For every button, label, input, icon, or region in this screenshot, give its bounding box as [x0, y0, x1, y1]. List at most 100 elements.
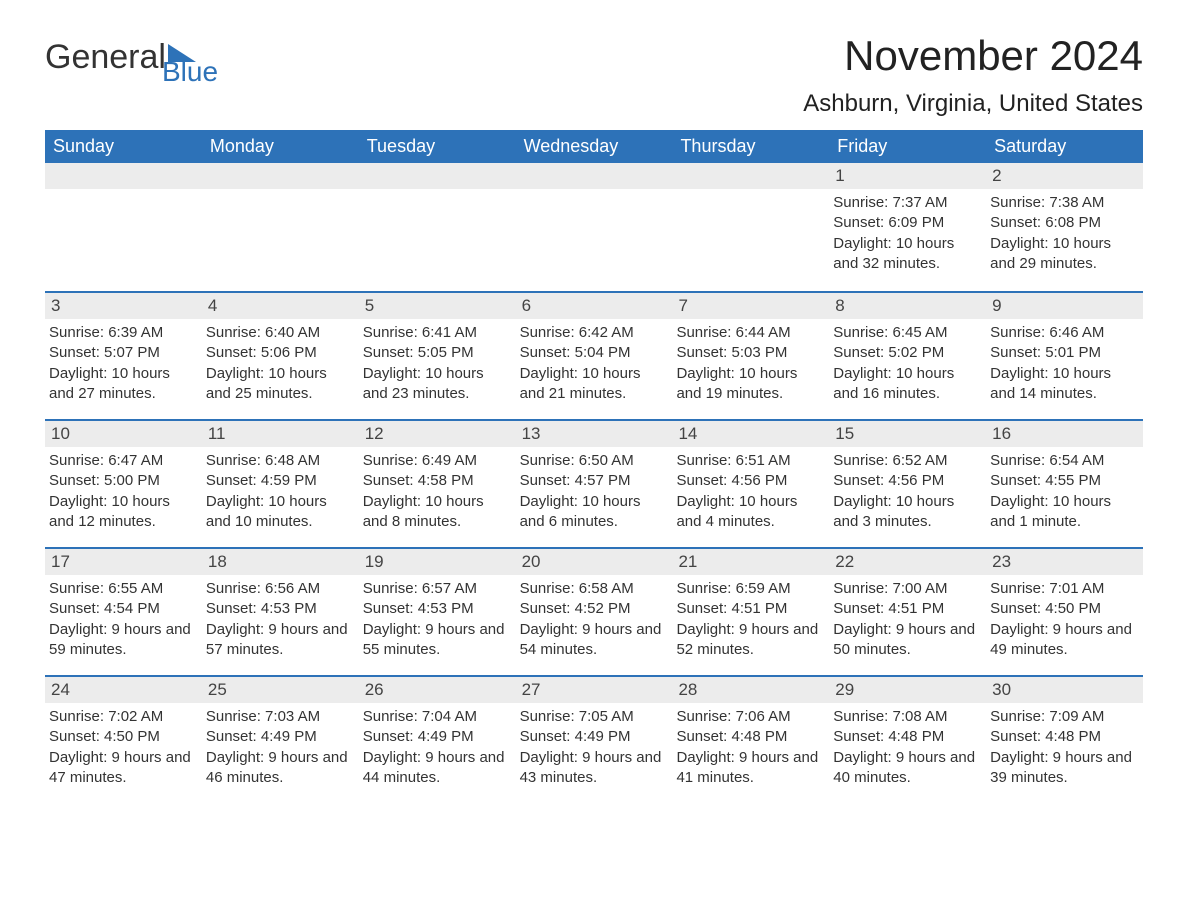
day-cell: 20Sunrise: 6:58 AMSunset: 4:52 PMDayligh…	[516, 549, 673, 675]
sunrise-text: Sunrise: 6:44 AM	[676, 323, 825, 343]
weekday-header: Monday	[202, 130, 359, 163]
sunset-text: Sunset: 6:08 PM	[990, 213, 1139, 233]
weekday-header-row: SundayMondayTuesdayWednesdayThursdayFrid…	[45, 130, 1143, 163]
daylight-text: Daylight: 10 hours and 16 minutes.	[833, 364, 982, 405]
day-body: Sunrise: 6:48 AMSunset: 4:59 PMDaylight:…	[202, 447, 359, 540]
weekday-header: Friday	[829, 130, 986, 163]
day-number: 17	[45, 549, 202, 575]
day-number: 25	[202, 677, 359, 703]
daylight-text: Daylight: 9 hours and 47 minutes.	[49, 748, 198, 789]
daylight-text: Daylight: 9 hours and 55 minutes.	[363, 620, 512, 661]
day-cell: 2Sunrise: 7:38 AMSunset: 6:08 PMDaylight…	[986, 163, 1143, 291]
weekday-header: Saturday	[986, 130, 1143, 163]
day-cell: 1Sunrise: 7:37 AMSunset: 6:09 PMDaylight…	[829, 163, 986, 291]
sunrise-text: Sunrise: 7:08 AM	[833, 707, 982, 727]
day-number	[45, 163, 202, 189]
day-cell: 29Sunrise: 7:08 AMSunset: 4:48 PMDayligh…	[829, 677, 986, 803]
daylight-text: Daylight: 9 hours and 44 minutes.	[363, 748, 512, 789]
day-body: Sunrise: 6:56 AMSunset: 4:53 PMDaylight:…	[202, 575, 359, 668]
day-body: Sunrise: 6:52 AMSunset: 4:56 PMDaylight:…	[829, 447, 986, 540]
daylight-text: Daylight: 9 hours and 43 minutes.	[520, 748, 669, 789]
day-number: 8	[829, 293, 986, 319]
day-cell: 17Sunrise: 6:55 AMSunset: 4:54 PMDayligh…	[45, 549, 202, 675]
sunrise-text: Sunrise: 6:40 AM	[206, 323, 355, 343]
day-number	[202, 163, 359, 189]
sunrise-text: Sunrise: 6:46 AM	[990, 323, 1139, 343]
day-body: Sunrise: 7:05 AMSunset: 4:49 PMDaylight:…	[516, 703, 673, 796]
day-number: 24	[45, 677, 202, 703]
brand-part2: Blue	[162, 56, 218, 88]
day-number: 11	[202, 421, 359, 447]
day-body: Sunrise: 6:54 AMSunset: 4:55 PMDaylight:…	[986, 447, 1143, 540]
sunset-text: Sunset: 4:53 PM	[206, 599, 355, 619]
sunset-text: Sunset: 4:52 PM	[520, 599, 669, 619]
day-body: Sunrise: 7:38 AMSunset: 6:08 PMDaylight:…	[986, 189, 1143, 282]
sunset-text: Sunset: 6:09 PM	[833, 213, 982, 233]
day-cell: 25Sunrise: 7:03 AMSunset: 4:49 PMDayligh…	[202, 677, 359, 803]
daylight-text: Daylight: 10 hours and 10 minutes.	[206, 492, 355, 533]
daylight-text: Daylight: 10 hours and 19 minutes.	[676, 364, 825, 405]
day-body: Sunrise: 7:03 AMSunset: 4:49 PMDaylight:…	[202, 703, 359, 796]
day-number: 19	[359, 549, 516, 575]
sunrise-text: Sunrise: 6:45 AM	[833, 323, 982, 343]
daylight-text: Daylight: 9 hours and 59 minutes.	[49, 620, 198, 661]
sunset-text: Sunset: 5:07 PM	[49, 343, 198, 363]
day-number: 9	[986, 293, 1143, 319]
daylight-text: Daylight: 10 hours and 4 minutes.	[676, 492, 825, 533]
day-cell: 26Sunrise: 7:04 AMSunset: 4:49 PMDayligh…	[359, 677, 516, 803]
day-cell: 3Sunrise: 6:39 AMSunset: 5:07 PMDaylight…	[45, 293, 202, 419]
day-number: 3	[45, 293, 202, 319]
weekday-header: Thursday	[672, 130, 829, 163]
day-body	[672, 189, 829, 201]
sunrise-text: Sunrise: 6:57 AM	[363, 579, 512, 599]
day-cell	[672, 163, 829, 291]
day-cell	[202, 163, 359, 291]
day-body: Sunrise: 6:57 AMSunset: 4:53 PMDaylight:…	[359, 575, 516, 668]
day-number: 10	[45, 421, 202, 447]
daylight-text: Daylight: 10 hours and 3 minutes.	[833, 492, 982, 533]
sunset-text: Sunset: 4:56 PM	[676, 471, 825, 491]
day-number: 23	[986, 549, 1143, 575]
sunset-text: Sunset: 5:04 PM	[520, 343, 669, 363]
day-body: Sunrise: 6:46 AMSunset: 5:01 PMDaylight:…	[986, 319, 1143, 412]
day-number: 13	[516, 421, 673, 447]
day-body: Sunrise: 7:08 AMSunset: 4:48 PMDaylight:…	[829, 703, 986, 796]
day-cell: 16Sunrise: 6:54 AMSunset: 4:55 PMDayligh…	[986, 421, 1143, 547]
week-row: 10Sunrise: 6:47 AMSunset: 5:00 PMDayligh…	[45, 419, 1143, 547]
sunrise-text: Sunrise: 7:02 AM	[49, 707, 198, 727]
day-cell: 30Sunrise: 7:09 AMSunset: 4:48 PMDayligh…	[986, 677, 1143, 803]
brand-logo: General Blue	[45, 38, 254, 77]
sunrise-text: Sunrise: 6:41 AM	[363, 323, 512, 343]
day-number: 22	[829, 549, 986, 575]
day-cell: 19Sunrise: 6:57 AMSunset: 4:53 PMDayligh…	[359, 549, 516, 675]
sunrise-text: Sunrise: 7:04 AM	[363, 707, 512, 727]
day-body	[359, 189, 516, 201]
weeks-container: 1Sunrise: 7:37 AMSunset: 6:09 PMDaylight…	[45, 163, 1143, 803]
header: General Blue November 2024 Ashburn, Virg…	[45, 20, 1143, 118]
sunrise-text: Sunrise: 7:00 AM	[833, 579, 982, 599]
daylight-text: Daylight: 10 hours and 6 minutes.	[520, 492, 669, 533]
day-cell: 27Sunrise: 7:05 AMSunset: 4:49 PMDayligh…	[516, 677, 673, 803]
day-body: Sunrise: 6:55 AMSunset: 4:54 PMDaylight:…	[45, 575, 202, 668]
day-number: 30	[986, 677, 1143, 703]
sunset-text: Sunset: 4:54 PM	[49, 599, 198, 619]
day-number	[672, 163, 829, 189]
day-number: 28	[672, 677, 829, 703]
title-block: November 2024 Ashburn, Virginia, United …	[803, 20, 1143, 118]
sunset-text: Sunset: 5:02 PM	[833, 343, 982, 363]
day-number: 29	[829, 677, 986, 703]
sunset-text: Sunset: 4:56 PM	[833, 471, 982, 491]
day-number	[359, 163, 516, 189]
day-body: Sunrise: 7:00 AMSunset: 4:51 PMDaylight:…	[829, 575, 986, 668]
daylight-text: Daylight: 10 hours and 12 minutes.	[49, 492, 198, 533]
day-cell: 23Sunrise: 7:01 AMSunset: 4:50 PMDayligh…	[986, 549, 1143, 675]
sunrise-text: Sunrise: 7:09 AM	[990, 707, 1139, 727]
sunrise-text: Sunrise: 6:47 AM	[49, 451, 198, 471]
daylight-text: Daylight: 10 hours and 14 minutes.	[990, 364, 1139, 405]
sunrise-text: Sunrise: 6:42 AM	[520, 323, 669, 343]
day-number: 6	[516, 293, 673, 319]
week-row: 17Sunrise: 6:55 AMSunset: 4:54 PMDayligh…	[45, 547, 1143, 675]
day-cell: 14Sunrise: 6:51 AMSunset: 4:56 PMDayligh…	[672, 421, 829, 547]
daylight-text: Daylight: 10 hours and 21 minutes.	[520, 364, 669, 405]
day-number: 27	[516, 677, 673, 703]
